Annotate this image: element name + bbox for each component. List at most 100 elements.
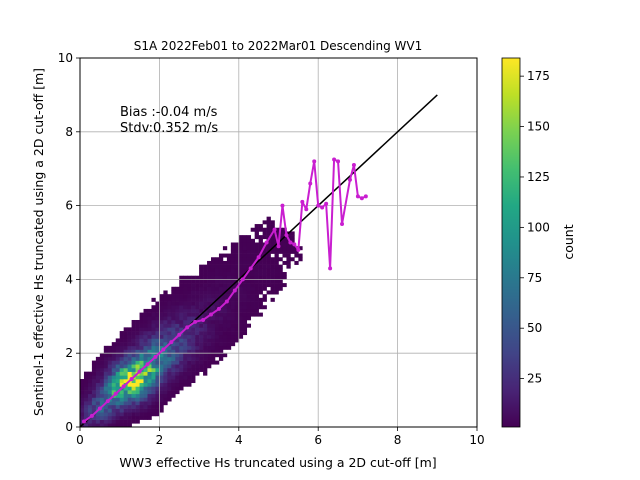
histogram-cell [262,227,267,232]
histogram-cell [123,393,128,398]
histogram-cell [222,338,228,343]
histogram-cell [230,242,236,247]
histogram-cell [230,319,236,324]
histogram-cell [155,323,160,328]
histogram-cell [163,316,168,321]
y-axis-label: Sentinel-1 effective Hs truncated using … [31,68,46,416]
histogram-cell [95,397,101,402]
binned-mean-point [224,299,229,304]
histogram-cell [214,342,220,347]
histogram-cell [115,345,120,350]
histogram-cell [80,390,85,395]
histogram-cell [183,308,188,313]
histogram-cell [80,412,85,417]
histogram-cell [195,294,200,299]
histogram-cell [230,260,236,265]
histogram-cell [214,331,220,336]
histogram-cell [238,316,244,321]
histogram-cell [143,404,148,409]
histogram-cell [83,404,89,409]
histogram-cell [274,279,279,284]
histogram-cell [214,319,220,324]
histogram-cell [195,353,200,358]
binned-mean-point [193,319,198,324]
histogram-cell [250,246,255,251]
histogram-cell [195,275,200,280]
histogram-cell [207,283,212,288]
histogram-cell [274,260,279,265]
histogram-cell [151,331,156,336]
histogram-cell [95,367,101,372]
histogram-cell [95,419,101,424]
histogram-cell [127,364,132,369]
histogram-cell [270,268,275,273]
binned-mean-point [292,242,297,247]
histogram-cell [211,308,216,313]
histogram-cell [199,297,204,302]
histogram-cell [171,327,176,332]
histogram-cell [83,386,89,391]
histogram-cell [238,246,244,251]
histogram-cell [191,290,196,295]
histogram-cell [179,379,184,384]
histogram-cell [262,268,267,273]
histogram-cell [211,349,216,354]
histogram-cell [207,345,212,350]
histogram-cell [179,290,184,295]
histogram-cell [119,423,124,428]
histogram-cell [230,334,236,339]
histogram-cell [123,360,128,365]
histogram-cell [167,360,172,365]
histogram-cell [250,242,255,247]
histogram-cell [91,390,97,395]
histogram-cell [151,401,156,406]
histogram-cell [238,294,244,299]
histogram-cell [226,338,232,343]
histogram-cell [270,220,275,225]
histogram-cell [147,338,152,343]
binned-mean-point [129,377,134,382]
histogram-cell [91,397,97,402]
histogram-cell [111,371,117,376]
histogram-cell [250,257,255,262]
histogram-cell [139,353,144,358]
histogram-cell [103,356,109,361]
histogram-cell [147,415,152,420]
histogram-cell [103,353,109,358]
histogram-cell [155,375,160,380]
histogram-cell [246,257,252,262]
histogram-cell [211,319,216,324]
histogram-cell [203,272,208,277]
histogram-cell [147,342,152,347]
histogram-cell [187,327,192,332]
histogram-cell [187,279,192,284]
histogram-cell [175,290,180,295]
histogram-cell [143,382,148,387]
histogram-cell [242,312,248,317]
histogram-cell [151,367,156,372]
histogram-cell [226,327,232,332]
histogram-cell [119,401,124,406]
histogram-cell [107,408,113,413]
histogram-cell [175,382,180,387]
histogram-cell [258,224,263,229]
histogram-cell [298,257,303,262]
histogram-cell [183,319,188,324]
histogram-cell [171,323,176,328]
histogram-cell [254,297,259,302]
histogram-cell [286,246,291,251]
histogram-cell [258,246,263,251]
x-tick-label: 10 [469,433,484,447]
histogram-cell [123,356,128,361]
histogram-cell [151,397,156,402]
histogram-cell [222,297,228,302]
histogram-cell [187,334,192,339]
histogram-cell [258,272,263,277]
histogram-cell [163,323,168,328]
histogram-cell [250,283,255,288]
histogram-cell [203,353,208,358]
histogram-cell [270,297,275,302]
histogram-cell [151,382,156,387]
histogram-cell [179,375,184,380]
histogram-cell [139,397,144,402]
